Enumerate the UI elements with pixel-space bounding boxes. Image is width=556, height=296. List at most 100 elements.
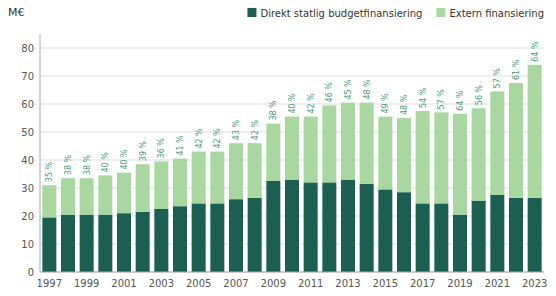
bar-segment [304,117,318,183]
x-tick-label: 2015 [373,278,398,289]
bar-segment [416,203,430,272]
percentage-label: 64 %64 % [531,41,540,62]
legend-item: Extern finansiering [436,8,544,19]
percentage-label: 38 %38 % [64,154,73,175]
bar-segment [136,164,150,212]
bar-segment [80,215,94,272]
grid-line [40,272,544,273]
bar-segment [397,118,411,192]
x-tick-label: 2009 [261,278,286,289]
percentage-label: 64 %64 % [456,90,465,111]
bar-segment [154,209,168,272]
percentage-label: 35 %35 % [45,161,54,182]
y-tick-label: 80 [21,43,34,54]
legend-label: Direkt statlig budgetfinansiering [260,8,422,19]
bar-segment [266,124,280,181]
x-tick-label: 2001 [111,278,136,289]
percentage-label: 43 %43 % [232,119,241,140]
percentage-label: 61 %61 % [512,59,521,80]
bar-segment [117,173,131,214]
bar-segment [360,184,374,272]
y-tick-label: 50 [21,127,34,138]
bar-segment [210,203,224,272]
bar-segment [397,192,411,272]
chart: 0102030405060708019971999200120032005200… [0,0,556,296]
percentage-label: 45 %45 % [344,79,353,100]
grid-line [40,76,544,77]
bar-segment [42,185,56,217]
percentage-label: 38 %38 % [269,100,278,121]
bar-segment [248,198,262,272]
percentage-label: 48 %48 % [363,79,372,100]
bar-segment [490,195,504,272]
bar-segment [528,198,542,272]
bar-segment [229,199,243,272]
bar-segment [42,217,56,272]
bars [42,65,541,272]
x-tick-label: 2017 [410,278,435,289]
bar-segment [285,180,299,272]
percentage-label: 46 %46 % [325,82,334,103]
bar-segment [453,215,467,272]
bar-segment [341,180,355,272]
y-tick-label: 20 [21,211,34,222]
y-axis-label: M€ [8,6,25,19]
legend-item: Direkt statlig budgetfinansiering [247,8,422,19]
bar-segment [453,114,467,215]
bar-segment [285,117,299,180]
percentage-label: 42 %42 % [251,119,260,140]
y-tick-label: 60 [21,99,34,110]
percentage-label: 41 %41 % [176,135,185,156]
bar-segment [360,103,374,184]
y-tick-label: 10 [21,239,34,250]
x-tick-label: 2021 [485,278,510,289]
grid [40,48,544,272]
legend: Direkt statlig budgetfinansiering Extern … [247,8,544,19]
percentage-label: 49 %49 % [381,93,390,114]
bar-segment [266,181,280,272]
bar-segment [192,203,206,272]
percentage-label: 48 %48 % [400,94,409,115]
bar-segment [229,143,243,199]
x-axis-line [40,272,544,273]
bar-segment [378,117,392,190]
bar-segment [434,203,448,272]
bar-segment [378,189,392,272]
percentage-label: 42 %42 % [213,128,222,149]
y-tick-label: 0 [28,267,34,278]
bar-segment [528,65,542,198]
bar-segment [509,198,523,272]
bar-segment [173,206,187,272]
percentage-label: 38 %38 % [83,154,92,175]
percentage-label: 57 %57 % [437,89,446,110]
percentage-label: 40 %40 % [120,149,129,170]
y-tick-label: 70 [21,71,34,82]
bar-segment [136,212,150,272]
bar-segment [248,143,262,198]
x-tick-label: 2007 [223,278,248,289]
bar-segment [490,91,504,195]
bar-segment [117,213,131,272]
bar-segment [322,182,336,272]
x-tick-label: 2019 [447,278,472,289]
x-tick-label: 2003 [149,278,174,289]
percentage-label: 42 %42 % [307,93,316,114]
bar-segment [80,178,94,214]
percentage-label: 39 %39 % [139,140,148,161]
percentage-label: 56 %56 % [475,84,484,105]
bar-segment [472,108,486,200]
bar-segment [98,175,112,214]
legend-swatch [436,8,445,17]
y-tick-label: 30 [21,183,34,194]
x-tick-label: 1997 [37,278,62,289]
bar-segment [434,112,448,203]
percentage-label: 57 %57 % [493,68,502,89]
percentage-label: 40 %40 % [101,152,110,173]
bar-segment [61,178,75,214]
bar-segment [416,111,430,203]
bar-segment [154,161,168,209]
x-tick-label: 2005 [186,278,211,289]
bar-segment [98,215,112,272]
percentage-label: 36 %36 % [157,138,166,159]
percentage-label: 40 %40 % [288,93,297,114]
